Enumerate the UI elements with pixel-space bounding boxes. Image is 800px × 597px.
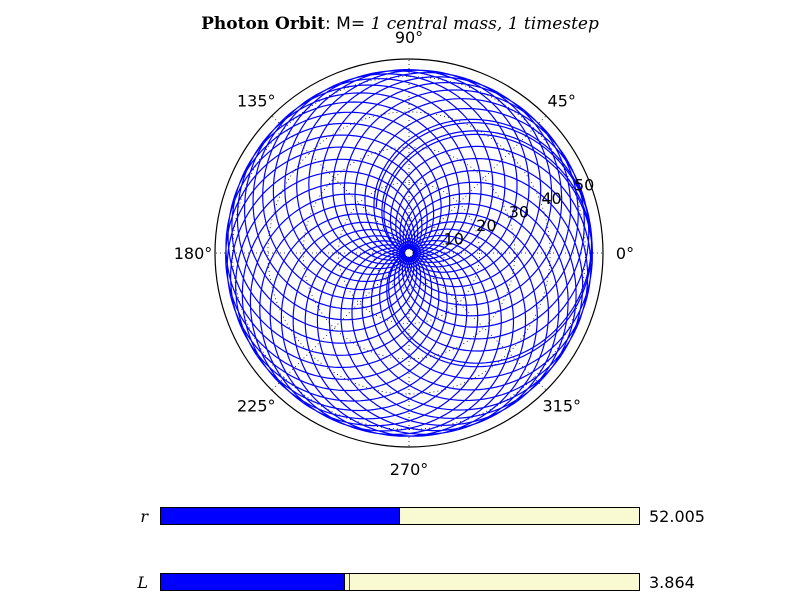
central-mass bbox=[404, 248, 414, 258]
theta-tick-label: 270° bbox=[390, 460, 429, 479]
title-sep: : bbox=[325, 14, 337, 34]
slider-l-track[interactable] bbox=[160, 573, 640, 591]
theta-tick-label: 180° bbox=[174, 244, 213, 263]
theta-tick-label: 225° bbox=[237, 397, 276, 416]
r-gridline bbox=[338, 182, 480, 324]
chart-title: Photon Orbit: M= 1 central mass, 1 times… bbox=[0, 14, 800, 34]
r-tick-label: 30 bbox=[509, 203, 529, 222]
theta-tick-label: 90° bbox=[395, 28, 423, 47]
slider-l-fill bbox=[161, 574, 345, 590]
slider-r-track[interactable] bbox=[160, 507, 640, 525]
orbit-line bbox=[225, 68, 593, 437]
r-tick-labels: 10 20 30 40 50 bbox=[444, 176, 595, 249]
title-mass-label: M= bbox=[336, 14, 366, 34]
theta-tick-label: 45° bbox=[548, 91, 576, 110]
slider-l-label: L bbox=[137, 573, 148, 592]
slider-l-value: 3.864 bbox=[649, 573, 695, 592]
slider-l-marker bbox=[348, 574, 350, 590]
slider-r-value: 52.005 bbox=[649, 507, 705, 526]
theta-tick-label: 135° bbox=[237, 91, 276, 110]
theta-tick-labels: 0° 45° 90° 135° 180° 225° 270° 315° bbox=[174, 28, 634, 479]
theta-tick-label: 315° bbox=[542, 397, 581, 416]
theta-gridline bbox=[271, 252, 410, 391]
slider-r-fill bbox=[161, 508, 400, 524]
title-rest: 1 central mass, 1 timestep bbox=[365, 14, 599, 34]
r-tick-label: 10 bbox=[444, 230, 464, 249]
title-bold: Photon Orbit bbox=[201, 14, 326, 34]
polar-frame bbox=[214, 58, 604, 448]
orbit-layer bbox=[225, 68, 593, 437]
r-tick-label: 20 bbox=[476, 216, 496, 235]
slider-r-label: r bbox=[140, 507, 148, 526]
theta-tick-label: 0° bbox=[616, 244, 634, 263]
polar-plot: 0° 45° 90° 135° 180° 225° 270° 315° 10 20 30 40 50 bbox=[174, 28, 634, 479]
r-tick-label: 40 bbox=[541, 189, 561, 208]
theta-gridline bbox=[408, 115, 547, 254]
r-tick-label: 50 bbox=[574, 176, 594, 195]
